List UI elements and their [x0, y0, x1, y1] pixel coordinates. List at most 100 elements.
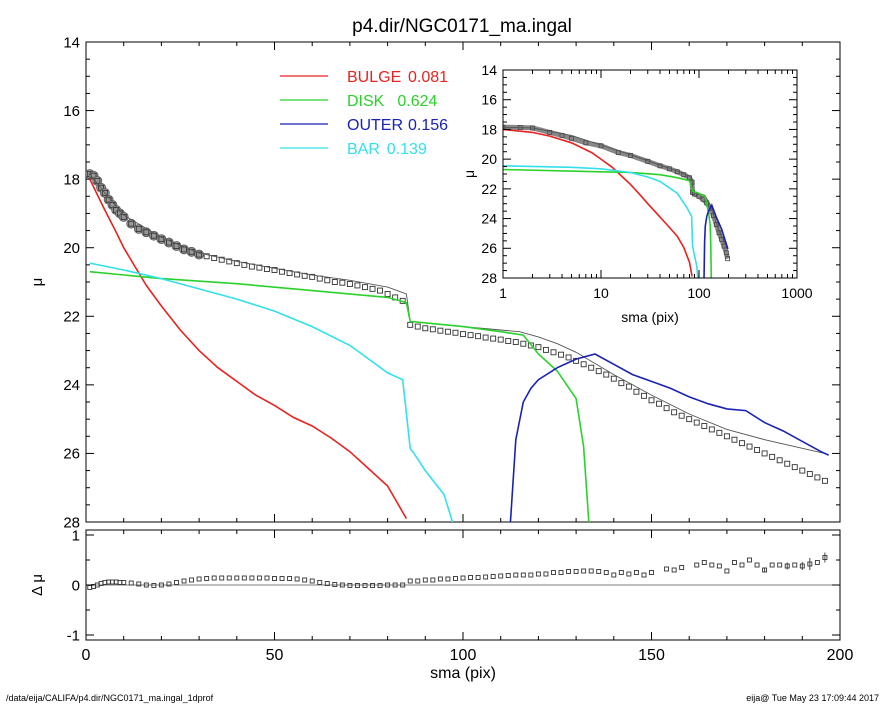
- main-data-point: [754, 447, 761, 453]
- residual-data-point: [528, 572, 534, 578]
- residual-data-point: [551, 570, 556, 575]
- main-data-point: [731, 436, 738, 443]
- residual-data-point: [302, 577, 308, 583]
- main-data-point: [686, 416, 693, 423]
- inset-panel: 1 10 100 1000 14 16 18 20 22 24 26 28 μ sma (pix): [461, 62, 813, 325]
- residual-data-point: [256, 575, 262, 581]
- residual-data-point: [324, 581, 330, 586]
- main-data-point: [226, 258, 233, 265]
- residual-data-point: [272, 576, 277, 581]
- main-outer-line: [509, 353, 830, 522]
- residual-y-label: Δ μ: [29, 574, 46, 596]
- residual-data-point: [287, 576, 293, 581]
- main-data-point: [143, 229, 150, 236]
- main-data-point: [701, 423, 708, 429]
- inset-xtick-label: 100: [687, 285, 711, 301]
- main-data-point: [806, 471, 813, 477]
- inset-y-label: μ: [461, 170, 477, 178]
- main-data-point: [377, 287, 384, 294]
- residual-xtick-label: 200: [827, 647, 854, 664]
- inset-model-total-line: [503, 126, 729, 249]
- residual-data-point: [189, 577, 195, 583]
- main-data-point: [490, 335, 497, 342]
- residual-data-point: [317, 580, 323, 585]
- residual-data-point: [204, 576, 210, 581]
- inset-data-point: [583, 140, 589, 146]
- residual-data-point: [618, 570, 624, 575]
- residual-data-point: [633, 570, 639, 575]
- residual-data-point: [445, 576, 451, 582]
- main-data-point: [482, 334, 489, 341]
- residual-data-point: [151, 583, 157, 588]
- residual-data-point: [264, 575, 270, 581]
- residual-data-point: [784, 563, 790, 569]
- residual-data-point: [128, 580, 134, 586]
- main-data-point: [633, 388, 640, 395]
- residual-data-point: [701, 560, 707, 565]
- main-ytick-label: 20: [63, 240, 80, 257]
- main-data-point: [641, 392, 647, 399]
- inset-x-label: sma (pix): [621, 309, 679, 325]
- main-ytick-label: 16: [63, 103, 80, 120]
- main-data-point: [625, 383, 632, 390]
- residual-xtick-label: 100: [450, 647, 477, 664]
- residual-data-point: [754, 562, 760, 568]
- residual-data-point: [370, 583, 375, 588]
- residual-data-point: [543, 571, 549, 577]
- main-data-point: [776, 457, 783, 464]
- legend-value-bulge: 0.081: [408, 69, 448, 86]
- residual-data-point: [309, 578, 315, 584]
- residual-data-point: [166, 581, 172, 587]
- residual-data-point: [566, 569, 572, 574]
- main-data-point: [211, 255, 218, 261]
- main-data-point: [603, 371, 610, 378]
- residual-data-point: [468, 575, 473, 580]
- residual-data-point: [121, 580, 127, 585]
- residual-data-point: [211, 575, 217, 581]
- main-data-point: [723, 433, 730, 440]
- residual-data-point: [814, 560, 820, 565]
- residual-data-point: [294, 576, 300, 582]
- main-data-point: [527, 342, 534, 349]
- inset-xtick-label: 1000: [781, 285, 812, 301]
- residual-data-point: [332, 582, 338, 587]
- legend-value-disk: 0.624: [397, 93, 437, 110]
- main-data-point: [444, 328, 451, 335]
- main-data-point: [135, 225, 142, 232]
- main-data-point: [708, 426, 715, 433]
- main-data-point: [814, 474, 821, 481]
- main-panel: 14 16 18 20 22 24 26 28 BULGE 0.081 DISK 0.624 OUTE…: [29, 34, 841, 531]
- main-data-point: [595, 368, 602, 375]
- legend-value-outer: 0.156: [408, 117, 448, 134]
- main-data-point: [618, 380, 625, 387]
- main-bulge-line: [89, 178, 408, 519]
- main-data-point: [271, 267, 278, 273]
- residual-data-point: [339, 582, 345, 588]
- residual-data-point: [249, 575, 255, 581]
- residual-xtick-label: 150: [638, 647, 665, 664]
- legend-label-bar: BAR: [347, 141, 380, 158]
- residual-panel: 0 50 100 150 200-101 Δ μ sma (pix): [29, 527, 853, 682]
- main-data-point: [784, 460, 791, 467]
- main-data-point: [761, 450, 768, 457]
- residual-data-point: [679, 565, 685, 570]
- residual-data-point: [596, 569, 602, 574]
- main-data-point: [716, 429, 723, 436]
- inset-data-point: [723, 250, 729, 256]
- residual-data-point: [475, 575, 481, 580]
- legend-label-bulge: BULGE: [347, 69, 401, 86]
- residual-data-point: [181, 578, 187, 584]
- residual-data-point: [219, 575, 225, 581]
- inset-ytick-label: 14: [481, 62, 497, 78]
- main-y-label: μ: [29, 278, 46, 287]
- main-data-point: [475, 333, 482, 340]
- main-data-point: [331, 279, 338, 285]
- main-data-point: [452, 329, 459, 336]
- residual-data-point: [279, 576, 285, 581]
- residual-data-point: [513, 572, 519, 578]
- residual-data-point: [716, 563, 722, 569]
- legend-label-disk: DISK: [347, 93, 385, 110]
- residual-data-point: [400, 582, 406, 588]
- residual-data-point: [822, 555, 828, 560]
- residual-data-point: [347, 583, 353, 588]
